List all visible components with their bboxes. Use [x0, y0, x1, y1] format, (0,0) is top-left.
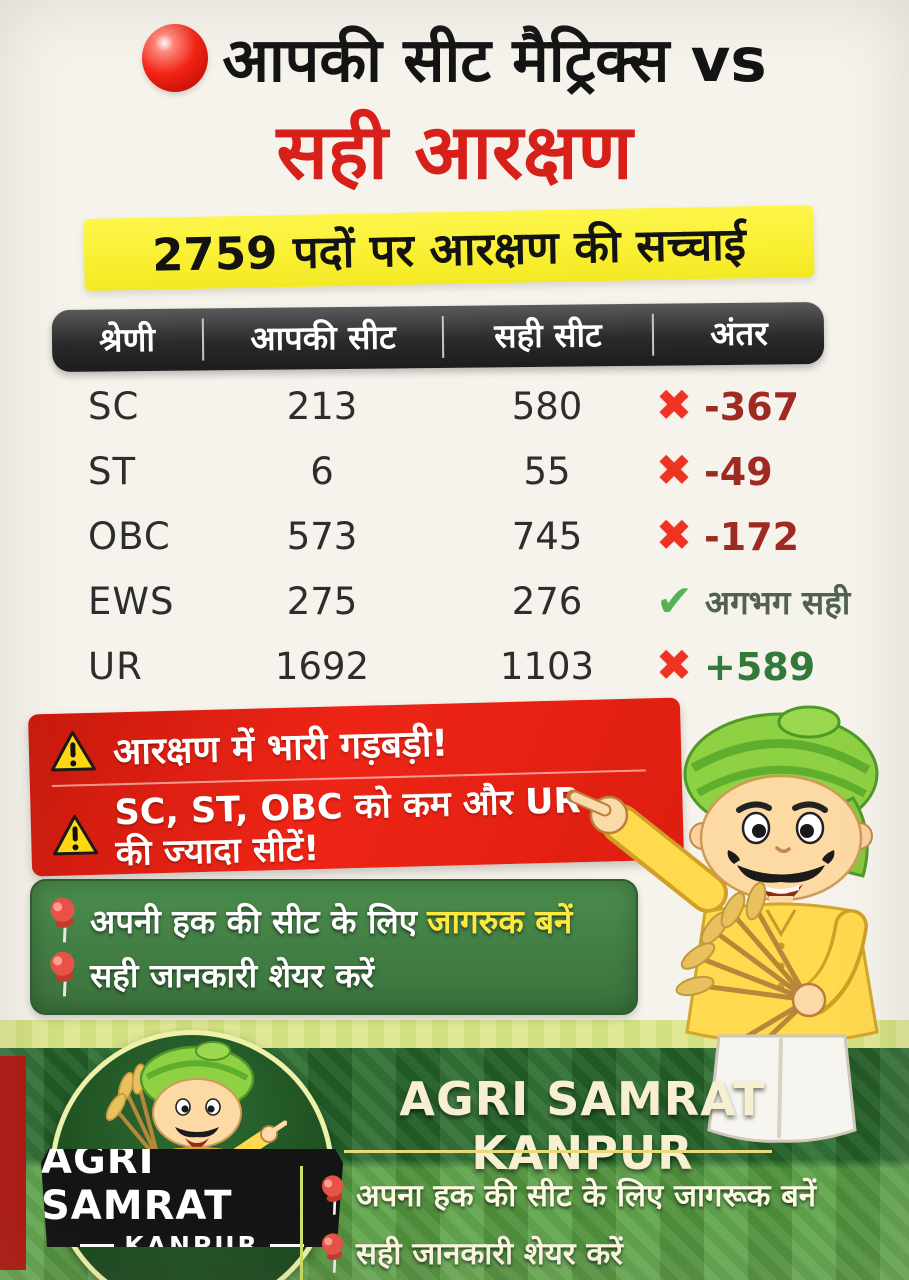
tips-box: अपनी हक की सीट के लिए जागरुक बनें सही जान…	[30, 879, 638, 1015]
difference-value: अगभग सही	[704, 583, 851, 622]
brand-title: AGRI SAMRAT KANPUR	[399, 1072, 766, 1180]
page-title-line2: सही आरक्षण	[276, 107, 633, 196]
cell-correct-seat: 1103	[499, 645, 595, 688]
footer-item-text: अपना हक की सीट के लिए जागरूक बनें	[356, 1178, 817, 1214]
cell-correct-seat: 580	[511, 385, 583, 428]
table-row: SC 213 580 ✖ -367	[52, 374, 882, 439]
header-category: श्रेणी	[98, 319, 156, 360]
pushpin-icon	[50, 897, 75, 943]
footer-item: सही जानकारी शेयर करें	[318, 1228, 816, 1278]
cell-your-seat: 6	[310, 450, 334, 493]
cell-your-seat: 275	[286, 580, 358, 623]
tip-text-main: अपनी हक की सीट के लिए	[90, 901, 418, 941]
table-body: SC 213 580 ✖ -367 ST 6 55 ✖ -49 OBC 573 …	[52, 374, 882, 699]
logo-ribbon: AGRI SAMRAT KANPUR	[41, 1149, 343, 1247]
difference-value: -49	[704, 449, 773, 494]
table-header: श्रेणी आपकी सीट सही सीट अंतर	[51, 301, 825, 373]
cell-difference: ✖ -367	[652, 385, 882, 429]
footer-items: अपना हक की सीट के लिए जागरूक बनें सही जा…	[318, 1170, 816, 1278]
title-row: आपकी सीट मैट्रिक्स vs	[0, 16, 909, 99]
cell-correct-seat: 276	[511, 580, 583, 623]
brand-underline	[344, 1150, 772, 1153]
cross-icon: ✖	[656, 381, 693, 431]
footer-left-red-strip	[0, 1056, 26, 1270]
header-correct-seat: सही सीट	[441, 313, 653, 358]
cell-your-seat: 573	[286, 515, 358, 558]
red-ball-icon	[142, 23, 209, 92]
tip-text: सही जानकारी शेयर करें	[90, 955, 375, 995]
cell-your-seat: 1692	[274, 645, 370, 688]
cross-icon: ✖	[656, 446, 693, 496]
brand-logo-badge: AGRI SAMRAT KANPUR	[41, 1030, 343, 1280]
table-row: ST 6 55 ✖ -49	[52, 439, 882, 504]
cell-category: ST	[88, 450, 137, 493]
warning-triangle-icon	[53, 814, 99, 856]
pushpin-icon	[50, 951, 75, 997]
table-row: UR 1692 1103 ✖ +589	[52, 634, 882, 699]
cell-category: UR	[88, 645, 143, 688]
warning-box: आरक्षण में भारी गड़बड़ी! SC, ST, OBC को …	[27, 697, 685, 877]
pushpin-icon	[321, 1175, 344, 1215]
cell-difference: ✖ -49	[652, 450, 882, 494]
table-row: OBC 573 745 ✖ -172	[52, 504, 882, 569]
footer-vertical-divider	[300, 1166, 303, 1280]
cell-your-seat: 213	[286, 385, 358, 428]
difference-value: +589	[704, 644, 816, 689]
tip-row: अपनी हक की सीट के लिए जागरुक बनें	[46, 893, 622, 947]
difference-value: -172	[704, 514, 800, 559]
farmer-illustration	[566, 705, 879, 1143]
footer-item-text: सही जानकारी शेयर करें	[356, 1236, 623, 1272]
logo-brand-city: KANPUR	[80, 1231, 304, 1248]
cell-category: SC	[88, 385, 140, 428]
warning-row: आरक्षण में भारी गड़बड़ी!	[48, 710, 661, 777]
cell-correct-seat: 745	[511, 515, 583, 558]
cross-icon: ✖	[656, 641, 693, 691]
warning-line1: आरक्षण में भारी गड़बड़ी!	[112, 721, 449, 774]
cell-difference: ✖ -172	[652, 515, 882, 559]
cell-correct-seat: 55	[523, 450, 571, 493]
tip-text: अपनी हक की सीट के लिए जागरुक बनें	[90, 898, 572, 943]
tip-text-highlight: जागरुक बनें	[427, 901, 573, 941]
cell-difference: ✖ +589	[652, 645, 882, 689]
header-your-seat: आपकी सीट	[201, 315, 443, 361]
footer-item: अपना हक की सीट के लिए जागरूक बनें	[318, 1170, 816, 1220]
cross-icon: ✖	[656, 511, 693, 561]
warning-line2: SC, ST, OBC को कम और UR की ज्यादा सीटें!	[114, 781, 582, 874]
warning-triangle-icon	[50, 730, 96, 771]
table-row: EWS 275 276 ✔ अगभग सही	[52, 569, 882, 634]
page-title-line1: आपकी सीट मैट्रिक्स vs	[222, 25, 767, 96]
cell-difference: ✔ अगभग सही	[652, 579, 882, 624]
cell-category: OBC	[88, 515, 171, 558]
tip-row: सही जानकारी शेयर करें	[46, 947, 622, 1001]
check-icon: ✔	[656, 575, 693, 627]
cell-category: EWS	[88, 580, 175, 623]
pushpin-icon	[321, 1233, 344, 1273]
warning-row: SC, ST, OBC को कम और UR की ज्यादा सीटें!	[50, 779, 664, 876]
logo-brand-name: AGRI SAMRAT	[41, 1136, 233, 1229]
difference-value: -367	[704, 384, 800, 429]
logo-farmer-illustration	[105, 1041, 287, 1181]
subtitle-banner: 2759 पदों पर आरक्षण की सच्चाई	[83, 204, 815, 292]
header-difference: अंतर	[651, 311, 825, 356]
